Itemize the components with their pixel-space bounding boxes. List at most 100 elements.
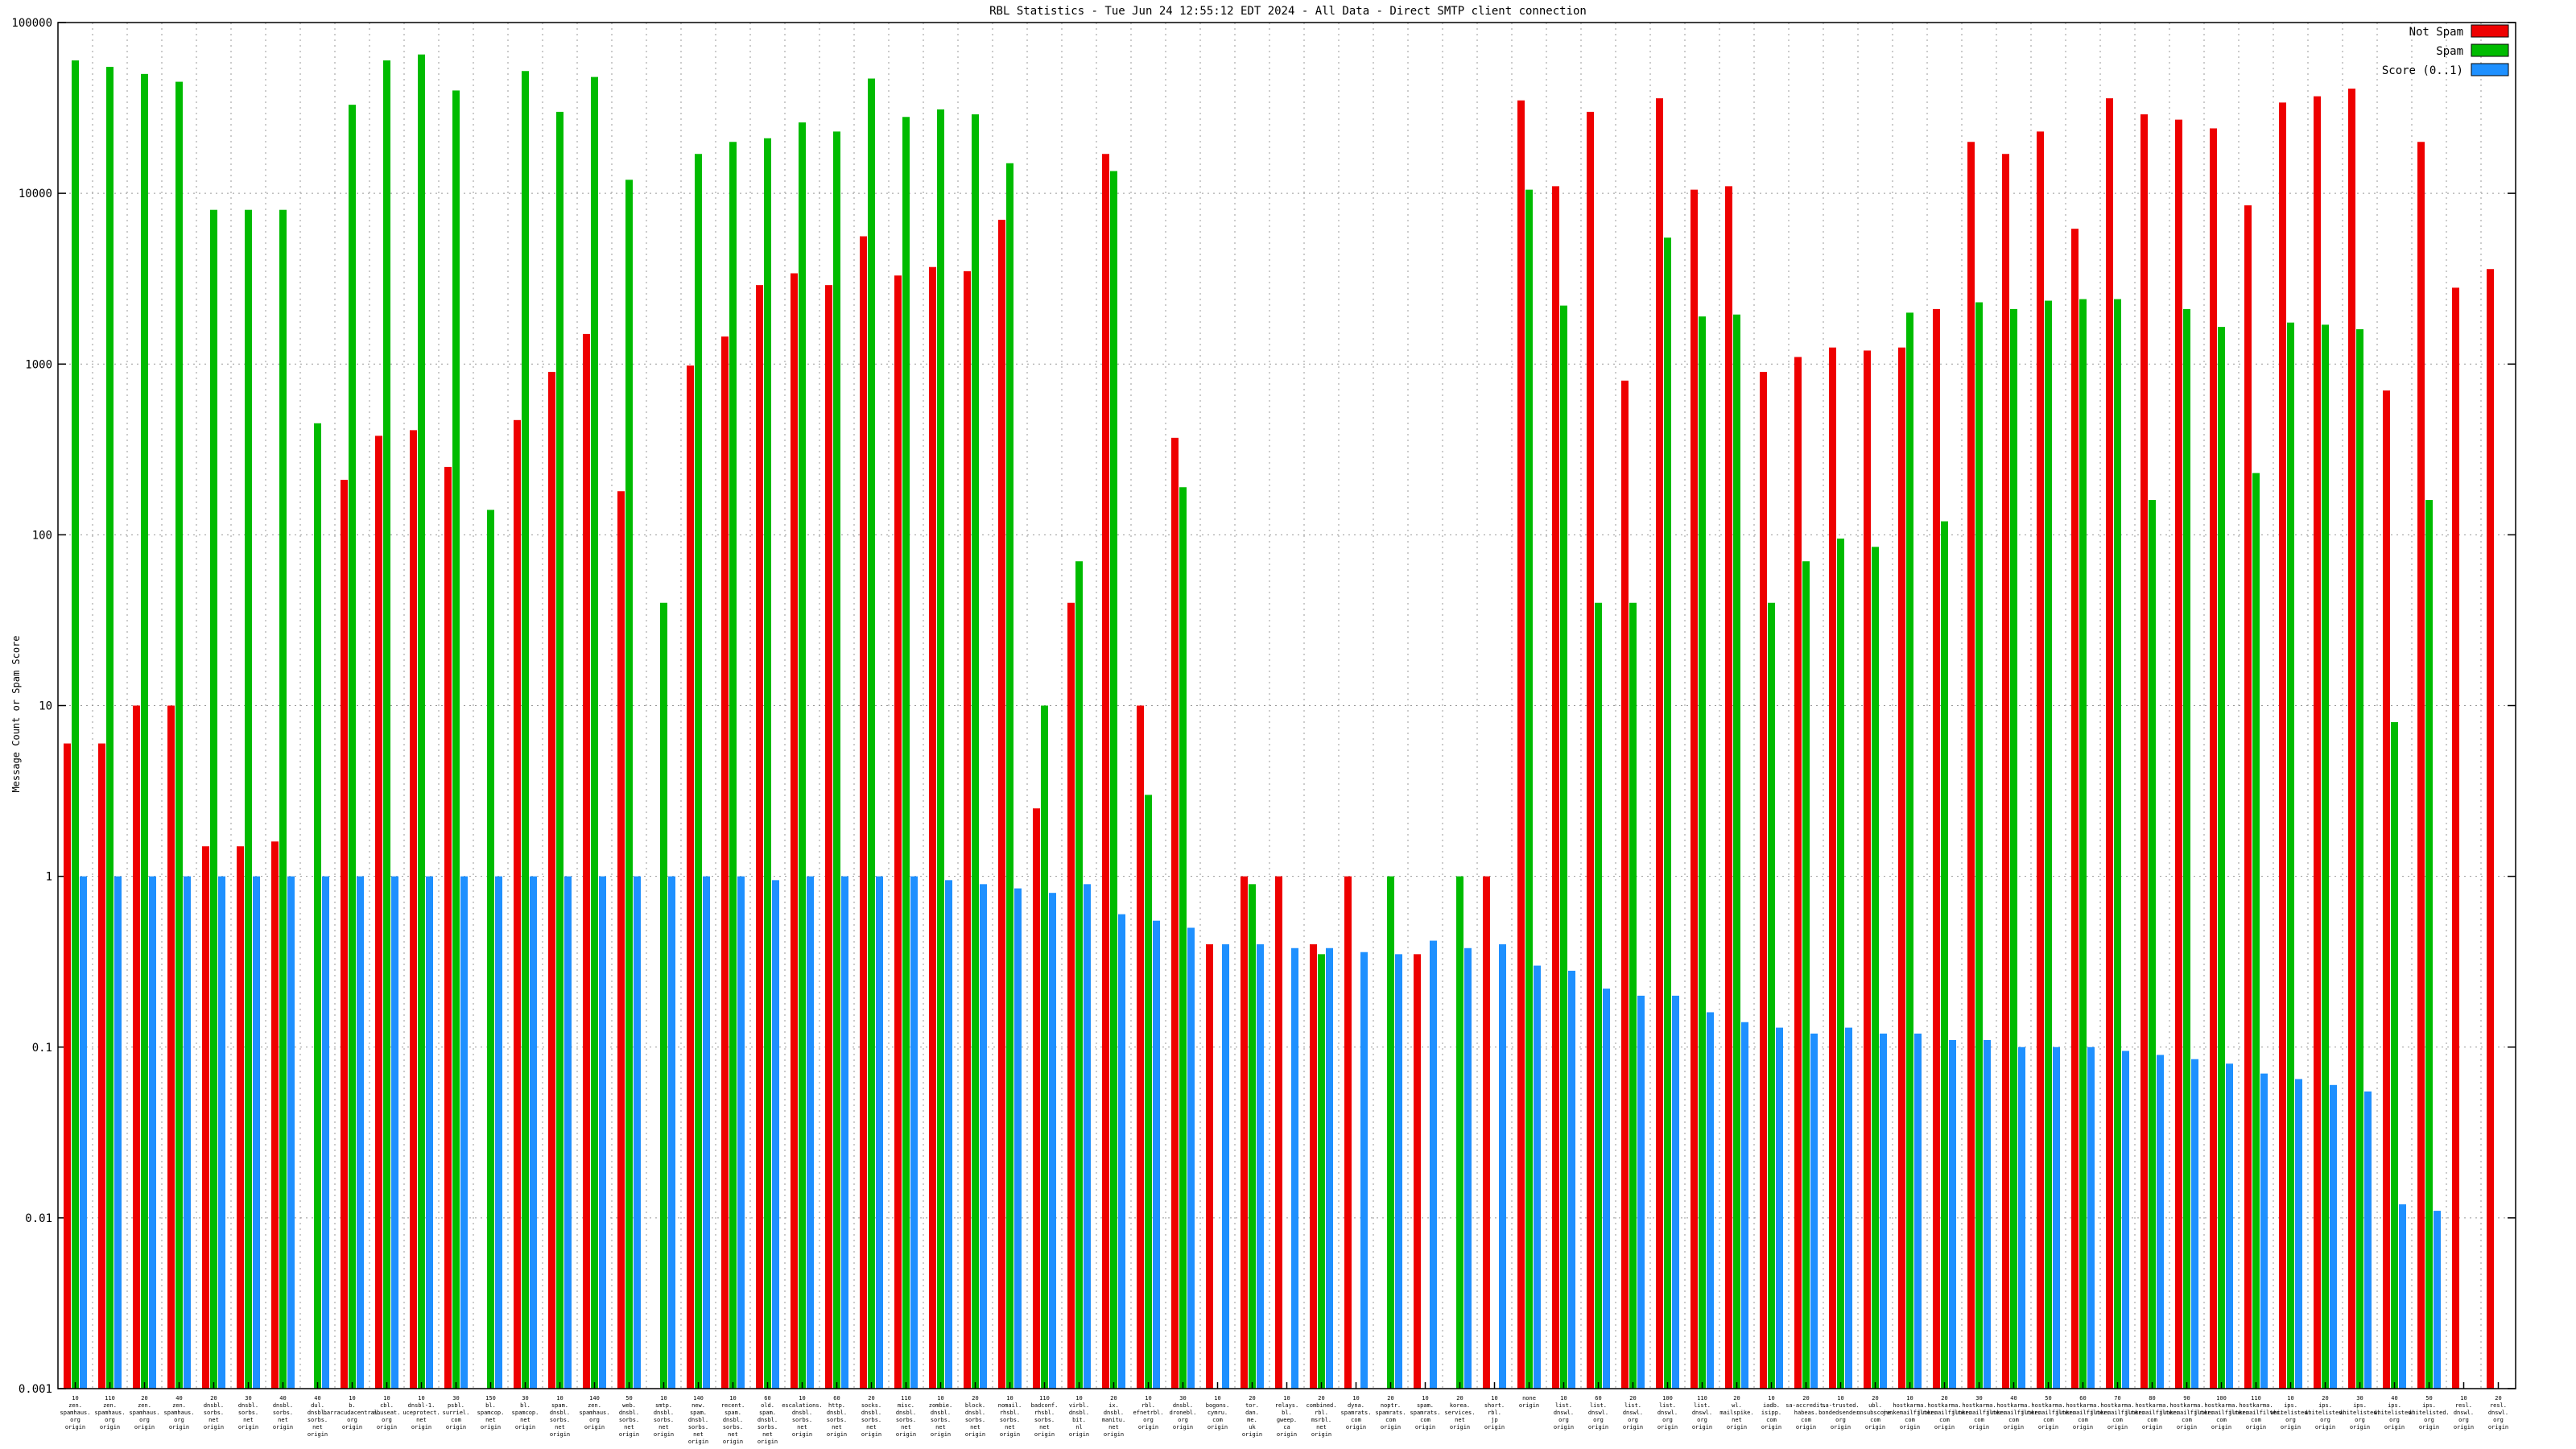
bar-not-spam-24: [894, 275, 902, 1389]
bar-spam-53: [1906, 312, 1913, 1389]
x-category-label: 20: [210, 1395, 217, 1402]
x-category-label: uceprotect.: [402, 1410, 440, 1416]
x-category-label: 30: [245, 1395, 251, 1402]
x-category-label: 10: [1075, 1395, 1082, 1402]
bar-not-spam-29: [1067, 602, 1075, 1389]
x-category-label: net: [1039, 1424, 1050, 1430]
x-category-label: dyna.: [1348, 1402, 1364, 1409]
x-category-label: origin: [1588, 1424, 1608, 1430]
x-category-label: origin: [758, 1439, 778, 1445]
x-category-label: origin: [861, 1431, 881, 1438]
x-category-label: origin: [2038, 1424, 2058, 1430]
bar-score-0-1-67: [2399, 1204, 2406, 1389]
x-category-label: com: [2182, 1417, 2192, 1423]
x-category-label: 70: [2114, 1395, 2120, 1402]
x-category-label: org: [105, 1417, 115, 1423]
x-category-label: bit.: [1072, 1417, 1086, 1423]
y-tick-label: 1: [46, 871, 52, 884]
bar-spam-22: [833, 131, 840, 1389]
x-category-label: origin: [688, 1439, 708, 1445]
x-category-label: 20: [141, 1395, 147, 1402]
x-category-label: combined.: [1307, 1402, 1337, 1409]
x-category-label: sorbs.: [896, 1417, 916, 1423]
x-category-label: 10: [1422, 1395, 1428, 1402]
bar-not-spam-37: [1344, 876, 1352, 1389]
x-category-label: origin: [1311, 1431, 1331, 1438]
x-category-label: origin: [931, 1431, 951, 1438]
bar-not-spam-45: [1621, 380, 1629, 1389]
x-category-label: hostkarma.: [2204, 1402, 2238, 1409]
bar-spam-44: [1595, 602, 1602, 1389]
x-category-label: com: [1905, 1417, 1915, 1423]
x-category-label: 60: [764, 1395, 770, 1402]
x-category-label: org: [2458, 1417, 2469, 1423]
x-category-label: origin: [1415, 1424, 1435, 1430]
x-category-label: origin: [1969, 1424, 1989, 1430]
bar-not-spam-6: [271, 841, 279, 1389]
bar-score-0-1-58: [2087, 1046, 2095, 1389]
x-category-label: 20: [1387, 1395, 1393, 1402]
bar-score-0-1-47: [1707, 1012, 1714, 1389]
bar-not-spam-64: [2279, 102, 2286, 1389]
x-category-label: zen.: [103, 1402, 117, 1409]
bar-score-0-1-1: [114, 876, 122, 1389]
bar-score-0-1-37: [1360, 952, 1368, 1389]
x-category-label: origin: [654, 1431, 674, 1438]
x-category-label: net: [935, 1424, 946, 1430]
bar-score-0-1-3: [184, 876, 191, 1389]
x-category-label: com: [1420, 1417, 1430, 1423]
x-category-label: whitelisted.: [2305, 1410, 2346, 1416]
bar-not-spam-39: [1414, 954, 1421, 1389]
x-category-label: origin: [65, 1424, 85, 1430]
x-category-label: dnsbl.: [758, 1417, 778, 1423]
x-category-label: 100: [1662, 1395, 1673, 1402]
x-category-label: org: [1628, 1417, 1638, 1423]
x-category-label: net: [728, 1431, 738, 1438]
bar-not-spam-63: [2244, 205, 2252, 1389]
x-category-label: dnsbl.: [896, 1410, 916, 1416]
x-category-label: spam.: [759, 1410, 776, 1416]
x-category-label: resl.: [2455, 1402, 2472, 1409]
x-category-label: net: [832, 1424, 842, 1430]
x-category-label: org: [347, 1417, 357, 1423]
bar-not-spam-56: [2002, 154, 2009, 1389]
x-category-label: dnsbl.: [827, 1410, 847, 1416]
x-category-label: spamrats.: [1341, 1410, 1372, 1416]
x-category-label: org: [2285, 1417, 2296, 1423]
legend-label-spam: Spam: [2436, 45, 2463, 58]
x-category-label: zen.: [172, 1402, 186, 1409]
x-category-label: uk: [1249, 1424, 1256, 1430]
bar-score-0-1-54: [1949, 1039, 1956, 1389]
x-category-label: dnsbl-1.: [408, 1402, 436, 1409]
bar-score-0-1-49: [1776, 1027, 1783, 1389]
bar-score-0-1-41: [1499, 944, 1506, 1389]
x-category-label: org: [2424, 1417, 2434, 1423]
x-category-label: manitu.: [1102, 1417, 1126, 1423]
x-category-label: origin: [619, 1431, 639, 1438]
bar-spam-8: [349, 105, 356, 1389]
bar-not-spam-9: [375, 436, 382, 1389]
x-category-label: junkemailfilter.: [2021, 1410, 2075, 1416]
x-category-label: block.: [965, 1402, 985, 1409]
bar-score-0-1-46: [1672, 995, 1679, 1389]
bar-score-0-1-29: [1084, 884, 1091, 1389]
bar-not-spam-23: [860, 236, 867, 1389]
x-category-label: origin: [1519, 1402, 1539, 1409]
bar-not-spam-26: [964, 270, 971, 1389]
x-category-label: net: [866, 1424, 877, 1430]
x-category-label: org: [139, 1417, 150, 1423]
bar-spam-15: [591, 76, 598, 1389]
bar-score-0-1-52: [1880, 1033, 1887, 1389]
x-category-label: origin: [100, 1424, 120, 1430]
x-category-label: sorbs.: [273, 1410, 293, 1416]
x-category-label: dnswl.: [1554, 1410, 1574, 1416]
x-category-label: origin: [2419, 1424, 2439, 1430]
x-category-label: habeas.: [1794, 1410, 1818, 1416]
x-category-label: origin: [1381, 1424, 1401, 1430]
x-category-label: dnsbl.: [1104, 1410, 1124, 1416]
bar-not-spam-54: [1933, 308, 1940, 1389]
x-category-label: origin: [446, 1424, 466, 1430]
bar-spam-4: [210, 209, 217, 1389]
x-category-label: list.: [1590, 1402, 1607, 1409]
x-category-label: origin: [1450, 1424, 1470, 1430]
